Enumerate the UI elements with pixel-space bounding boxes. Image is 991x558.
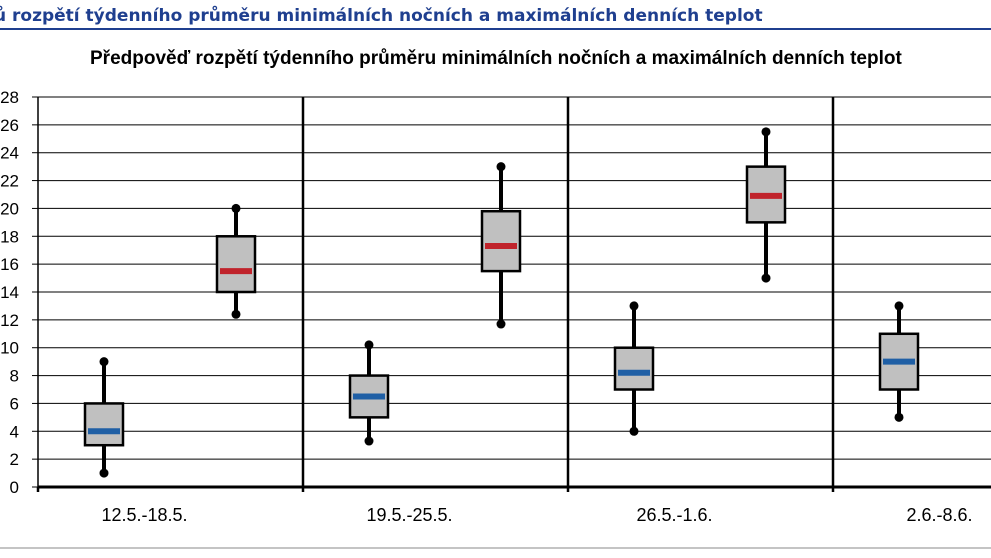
whisker-low-dot — [231, 309, 241, 319]
y-tick-label: 28 — [0, 88, 19, 107]
y-tick-label: 2 — [10, 450, 19, 469]
page-title: ů rozpětí týdenního průměru minimálních … — [0, 6, 763, 26]
whisker-high-dot — [629, 301, 639, 311]
iqr-box — [83, 402, 125, 447]
whisker-high-dot — [99, 357, 109, 367]
whisker-low-dot — [496, 319, 506, 329]
y-tick-label: 14 — [0, 283, 19, 302]
y-tick-label: 22 — [0, 172, 19, 191]
x-category-label: 2.6.-8.6. — [906, 505, 972, 525]
y-tick-label: 24 — [0, 144, 19, 163]
whisker-low-dot — [99, 468, 109, 478]
whisker-high-dot — [364, 340, 374, 350]
y-tick-label: 4 — [10, 422, 19, 441]
y-tick-label: 8 — [10, 367, 19, 386]
whisker-low-dot — [364, 436, 374, 446]
iqr-box — [215, 235, 257, 294]
iqr-box — [480, 209, 522, 273]
whisker-low-dot — [761, 273, 771, 283]
whisker-high-dot — [496, 162, 506, 172]
y-tick-label: 20 — [0, 199, 19, 218]
whisker-high-dot — [231, 203, 241, 213]
y-tick-label: 18 — [0, 227, 19, 246]
y-tick-label: 12 — [0, 311, 19, 330]
whisker-low-dot — [629, 426, 639, 436]
iqr-box — [613, 346, 655, 391]
y-tick-label: 26 — [0, 116, 19, 135]
whisker-high-dot — [894, 301, 904, 311]
whisker-low-dot — [894, 412, 904, 422]
y-tick-label: 10 — [0, 339, 19, 358]
chart-title: Předpověď rozpětí týdenního průměru mini… — [90, 48, 902, 69]
y-tick-label: 0 — [10, 478, 19, 497]
y-tick-label: 6 — [10, 394, 19, 413]
x-category-label: 19.5.-25.5. — [366, 505, 452, 525]
x-category-label: 12.5.-18.5. — [101, 505, 187, 525]
chart-area: Předpověď rozpětí týdenního průměru mini… — [0, 32, 991, 558]
y-tick-label: 16 — [0, 255, 19, 274]
x-category-label: 26.5.-1.6. — [636, 505, 712, 525]
whisker-high-dot — [761, 127, 771, 137]
page-header: ů rozpětí týdenního průměru minimálních … — [0, 0, 991, 30]
